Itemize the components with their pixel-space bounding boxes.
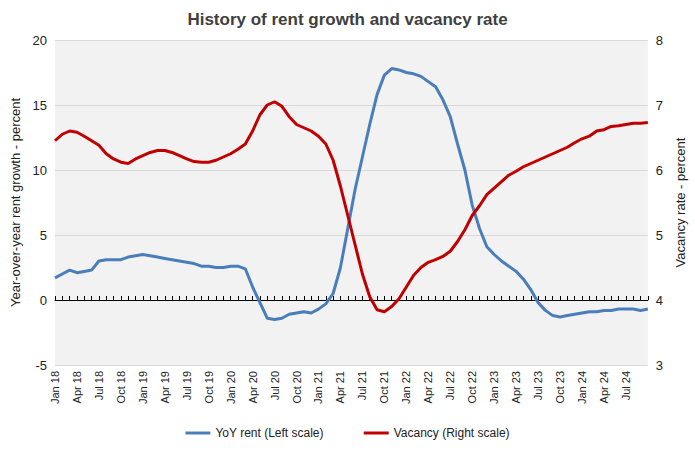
svg-text:15: 15	[33, 98, 47, 113]
svg-text:Jan 24: Jan 24	[576, 371, 588, 404]
svg-text:Apr 22: Apr 22	[422, 371, 434, 403]
svg-text:Jan 20: Jan 20	[225, 371, 237, 404]
svg-text:Jul 23: Jul 23	[532, 371, 544, 400]
svg-text:Jul 24: Jul 24	[620, 371, 632, 400]
svg-text:0: 0	[40, 293, 47, 308]
svg-text:Jul 19: Jul 19	[181, 371, 193, 400]
svg-text:Apr 18: Apr 18	[71, 371, 83, 403]
svg-text:Oct 23: Oct 23	[554, 371, 566, 403]
svg-text:Oct 20: Oct 20	[291, 371, 303, 403]
svg-text:Apr 19: Apr 19	[159, 371, 171, 403]
svg-text:Jul 21: Jul 21	[356, 371, 368, 400]
svg-text:4: 4	[656, 293, 663, 308]
svg-text:Oct 18: Oct 18	[115, 371, 127, 403]
svg-text:8: 8	[656, 33, 663, 48]
svg-text:Jan 18: Jan 18	[49, 371, 61, 404]
svg-text:Jan 23: Jan 23	[488, 371, 500, 404]
svg-text:6: 6	[656, 163, 663, 178]
svg-text:10: 10	[33, 163, 47, 178]
svg-text:History of rent growth and vac: History of rent growth and vacancy rate	[187, 10, 507, 29]
svg-text:Apr 20: Apr 20	[247, 371, 259, 403]
svg-text:Apr 21: Apr 21	[334, 371, 346, 403]
svg-text:Oct 22: Oct 22	[466, 371, 478, 403]
svg-text:-5: -5	[35, 358, 47, 373]
svg-text:Year-over-year rent growth - p: Year-over-year rent growth - percent	[8, 98, 23, 307]
svg-text:YoY rent (Left scale): YoY rent (Left scale)	[215, 426, 323, 440]
svg-text:Vacancy rate - percent: Vacancy rate - percent	[673, 137, 688, 267]
svg-text:Jul 18: Jul 18	[93, 371, 105, 400]
svg-text:Vacancy (Right scale): Vacancy (Right scale)	[394, 426, 510, 440]
svg-text:7: 7	[656, 98, 663, 113]
svg-text:5: 5	[40, 228, 47, 243]
svg-text:5: 5	[656, 228, 663, 243]
svg-text:Jul 20: Jul 20	[269, 371, 281, 400]
svg-text:Apr 24: Apr 24	[598, 371, 610, 403]
svg-text:Apr 23: Apr 23	[510, 371, 522, 403]
svg-text:Oct 19: Oct 19	[203, 371, 215, 403]
svg-text:20: 20	[33, 33, 47, 48]
svg-text:3: 3	[656, 358, 663, 373]
svg-text:Jan 19: Jan 19	[137, 371, 149, 404]
svg-text:Jan 22: Jan 22	[400, 371, 412, 404]
svg-text:Jan 21: Jan 21	[312, 371, 324, 404]
svg-text:Jul 22: Jul 22	[444, 371, 456, 400]
svg-text:Oct 21: Oct 21	[378, 371, 390, 403]
